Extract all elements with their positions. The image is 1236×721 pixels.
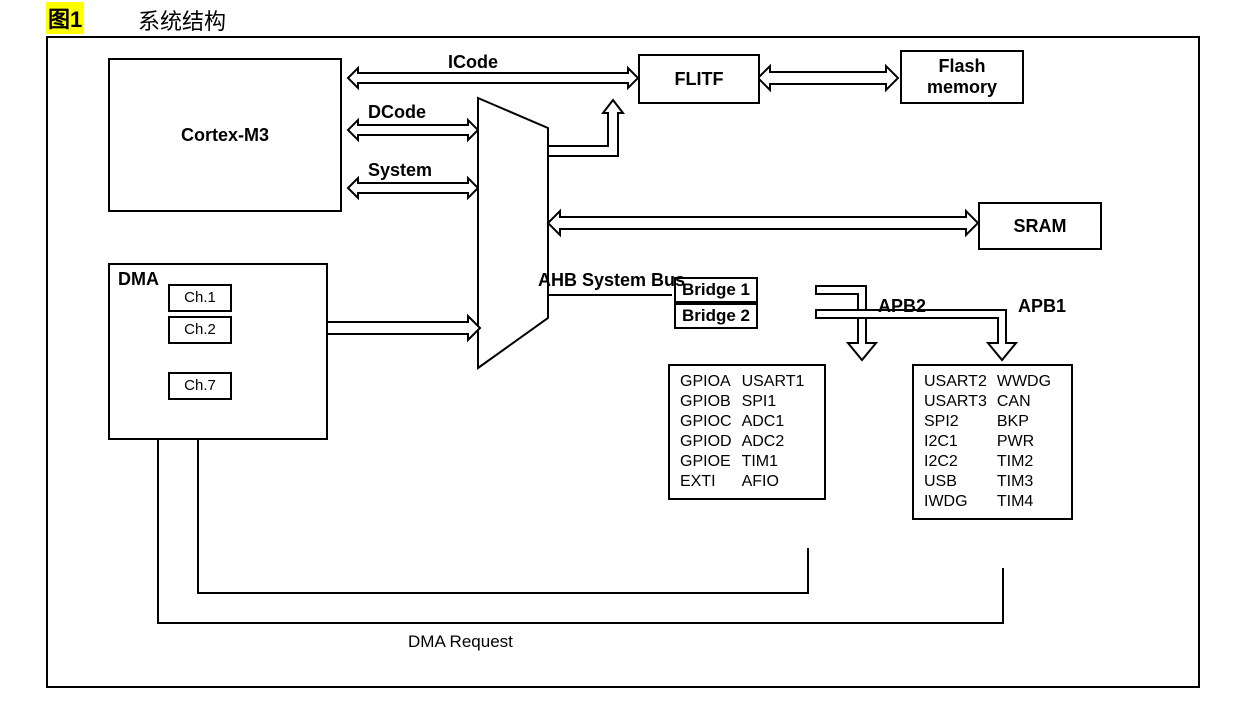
bus-mux — [478, 98, 548, 368]
arrow-dma-to-mux — [308, 316, 480, 340]
node-ch1: Ch.1 — [168, 284, 232, 312]
arrow-dcode — [348, 120, 478, 140]
apb1-peripherals: USART2WWDGUSART3CANSPI2BKPI2C1PWRI2C2TIM… — [912, 364, 1073, 520]
apb2-bus-arrow — [816, 286, 876, 360]
figure-title: 系统结构 — [138, 4, 226, 36]
figure-label: 图1 — [46, 2, 84, 34]
label-apb1: APB1 — [1018, 296, 1066, 317]
label-apb2: APB2 — [878, 296, 926, 317]
label-dcode: DCode — [368, 102, 426, 123]
arrow-mux-to-sram — [548, 211, 978, 235]
arrow-mux-to-flitf — [548, 100, 623, 156]
node-cortex: Cortex-M3 — [108, 58, 342, 212]
label-system: System — [368, 160, 432, 181]
node-bridge1: Bridge 1 — [674, 277, 758, 303]
apb1-bus-arrow — [816, 310, 1016, 360]
arrow-system — [348, 178, 478, 198]
dma-label: DMA — [118, 269, 159, 290]
node-sram: SRAM — [978, 202, 1102, 250]
node-ch2: Ch.2 — [168, 316, 232, 344]
node-flitf: FLITF — [638, 54, 760, 104]
node-flash: Flash memory — [900, 50, 1024, 104]
label-dma-req: DMA Request — [408, 632, 513, 652]
dma-req-line-apb1 — [158, 433, 1003, 623]
apb2-peripherals: GPIOAUSART1GPIOBSPI1GPIOCADC1GPIODADC2GP… — [668, 364, 826, 500]
label-ahb: AHB System Bus — [538, 270, 685, 291]
diagram-frame: Cortex-M3 FLITF Flash memory SRAM DMA Ch… — [46, 36, 1200, 688]
label-icode: ICode — [448, 52, 498, 73]
node-bridge2: Bridge 2 — [674, 303, 758, 329]
node-ch7: Ch.7 — [168, 372, 232, 400]
arrow-flitf-flash — [758, 66, 898, 90]
